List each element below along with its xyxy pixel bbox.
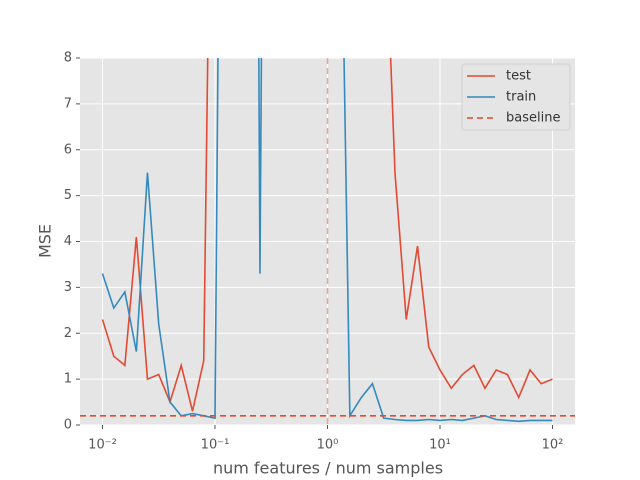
plot-marks — [80, 58, 575, 425]
x-axis-label: num features / num samples — [213, 459, 443, 478]
legend: test train baseline — [461, 63, 571, 131]
x-tick-label: 10² — [542, 438, 564, 453]
y-axis-label: MSE — [36, 224, 55, 258]
x-tick-label: 10⁰ — [317, 438, 339, 453]
legend-box — [461, 63, 571, 131]
x-tick-label: 10⁻² — [88, 438, 117, 453]
series-line — [101, 58, 553, 412]
y-tick-label: 0 — [64, 418, 72, 433]
x-tick-label: 10⁻¹ — [201, 438, 230, 453]
y-tick-label: 4 — [64, 234, 72, 249]
x-tick-label: 10¹ — [429, 438, 451, 453]
y-tick-label: 5 — [64, 188, 72, 203]
y-tick-label: 8 — [64, 51, 72, 66]
legend-label: baseline — [506, 111, 560, 126]
y-tick-label: 6 — [64, 142, 72, 157]
y-tick-label: 2 — [64, 326, 72, 341]
y-tick-label: 3 — [64, 280, 72, 295]
tick-labels: 0 1 2 3 4 5 6 7 8 10⁻² 10⁻¹ 10⁰ 10¹ 10² — [64, 51, 564, 453]
legend-label: test — [506, 69, 531, 84]
y-tick-label: 1 — [64, 372, 72, 387]
legend-label: train — [506, 90, 536, 105]
series-line — [101, 58, 553, 423]
y-tick-label: 7 — [64, 96, 72, 111]
